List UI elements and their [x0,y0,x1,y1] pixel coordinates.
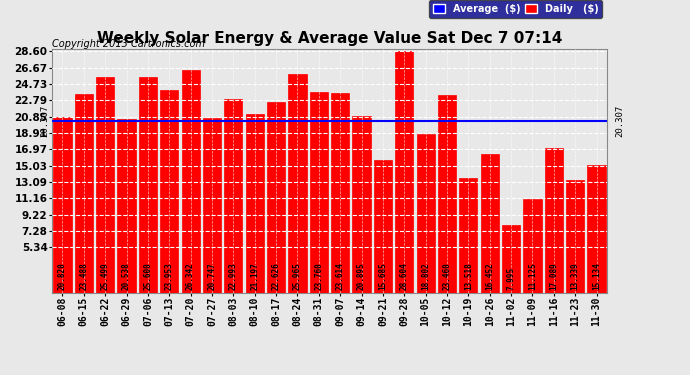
Bar [523,199,542,292]
Bar [310,92,328,292]
Bar [181,70,199,292]
Text: 20.820: 20.820 [58,262,67,290]
Text: 20.307: 20.307 [41,105,50,137]
Text: 28.604: 28.604 [400,262,408,290]
Text: 20.747: 20.747 [208,262,217,290]
Text: 23.760: 23.760 [314,262,324,290]
Bar [438,94,456,292]
Text: 23.460: 23.460 [442,262,451,290]
Text: 20.895: 20.895 [357,262,366,290]
Bar [203,117,221,292]
Text: Copyright 2013 Cartronics.com: Copyright 2013 Cartronics.com [52,39,205,50]
Bar [587,165,606,292]
Bar [460,178,477,292]
Text: 25.965: 25.965 [293,262,302,290]
Text: 26.342: 26.342 [186,262,195,290]
Bar [481,154,499,292]
Text: 23.488: 23.488 [79,262,88,290]
Text: 25.600: 25.600 [144,262,152,290]
Text: 20.307: 20.307 [615,105,624,137]
Text: 11.125: 11.125 [528,262,537,290]
Bar [331,93,349,292]
Text: 23.953: 23.953 [165,262,174,290]
Bar [502,225,520,292]
Text: 22.993: 22.993 [229,262,238,290]
Title: Weekly Solar Energy & Average Value Sat Dec 7 07:14: Weekly Solar Energy & Average Value Sat … [97,31,562,46]
Bar [353,116,371,292]
Text: 17.089: 17.089 [549,262,558,290]
Bar [395,51,413,292]
Bar [417,134,435,292]
Bar [566,180,584,292]
Text: 15.685: 15.685 [378,262,387,290]
Bar [160,90,178,292]
Bar [53,117,72,292]
Bar [374,160,392,292]
Text: 21.197: 21.197 [250,262,259,290]
Text: 22.626: 22.626 [272,262,281,290]
Bar [224,99,242,292]
Bar [544,148,563,292]
Text: 20.538: 20.538 [122,262,131,290]
Text: 13.518: 13.518 [464,262,473,290]
Bar [267,102,285,292]
Text: 25.499: 25.499 [101,262,110,290]
Text: 18.802: 18.802 [421,262,430,290]
Legend: Average  ($), Daily   ($): Average ($), Daily ($) [429,0,602,18]
Bar [117,119,136,292]
Text: 7.995: 7.995 [506,267,515,290]
Bar [246,114,264,292]
Bar [96,77,115,292]
Bar [288,74,306,292]
Text: 13.339: 13.339 [571,262,580,290]
Bar [75,94,93,292]
Bar [139,76,157,292]
Text: 15.134: 15.134 [592,262,601,290]
Text: 23.614: 23.614 [335,262,345,290]
Text: 16.452: 16.452 [485,262,494,290]
